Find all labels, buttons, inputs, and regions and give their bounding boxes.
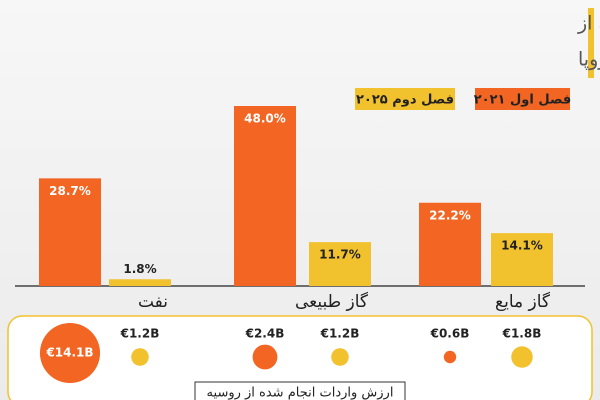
value-label: 14.1% — [501, 239, 543, 253]
chart-title: سهم نفت و گاز وارداتی اتحادیه اروپا از ر… — [577, 12, 600, 35]
bar — [419, 202, 481, 286]
bubble-panel — [7, 315, 593, 400]
bubble-caption-box — [194, 381, 406, 400]
chart-subtitle: کل واردات نفت و گاز اتحادیه اروپا — [578, 48, 600, 71]
bubble-label: €0.6B — [430, 327, 470, 341]
bar — [234, 106, 296, 286]
value-label: 28.7% — [49, 184, 91, 198]
bubble — [331, 348, 349, 366]
category-label: گاز طبیعی — [295, 291, 369, 312]
bubble-label: €1.2B — [320, 327, 360, 341]
category-label: نفت — [138, 292, 168, 312]
category-label: گاز مایع — [495, 291, 551, 312]
bubble-caption: ارزش واردات انجام شده از روسیه — [207, 386, 394, 400]
bubble-label: €2.4B — [245, 327, 285, 341]
bar — [309, 242, 371, 286]
value-label: 11.7% — [319, 248, 361, 262]
value-label: 1.8% — [123, 262, 156, 276]
value-label: 48.0% — [244, 112, 286, 126]
legend-label: فصل دوم ۲۰۲۵ — [356, 93, 454, 108]
legend-label: فصل اول ۲۰۲۱ — [474, 93, 572, 108]
bar — [39, 178, 101, 286]
bubble — [39, 322, 101, 384]
bubble — [252, 344, 278, 370]
bubble — [131, 348, 149, 366]
value-label: 22.2% — [429, 208, 471, 222]
bubble-label: €1.2B — [120, 327, 160, 341]
bar — [109, 279, 171, 286]
bubble-label: €1.8B — [502, 327, 542, 341]
bar — [491, 233, 553, 286]
bubble — [511, 346, 533, 368]
legend-swatch — [355, 88, 455, 110]
bubble-label: €14.1B — [45, 346, 93, 360]
legend-swatch — [475, 88, 570, 110]
bubble — [443, 350, 457, 364]
accent-bar — [588, 8, 594, 78]
